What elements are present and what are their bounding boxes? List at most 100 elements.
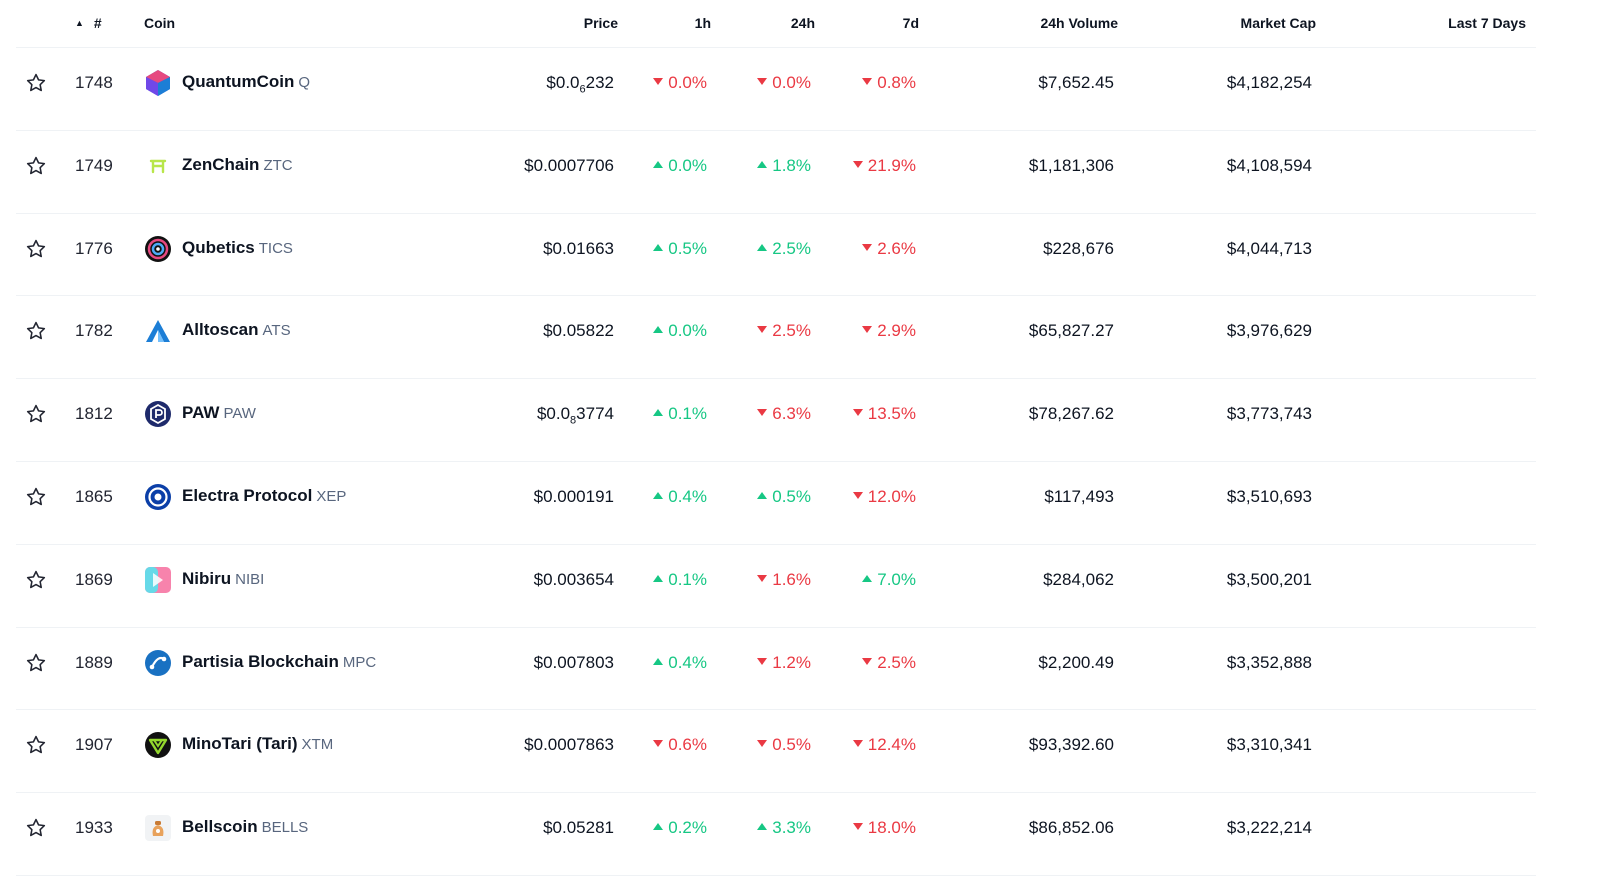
coin-symbol: MPC <box>342 653 377 671</box>
caret-down-icon <box>852 409 863 417</box>
market-cap: $3,510,693 <box>1226 486 1312 506</box>
volume-header[interactable]: 24h Volume <box>1040 15 1118 31</box>
table-row[interactable]: 1889 Partisia Blockchain MPC $0.007803 0.4% 1… <box>16 628 1536 711</box>
price: $0.007803 <box>533 652 614 672</box>
caret-down-icon <box>757 657 768 665</box>
coin-header[interactable]: Coin <box>144 15 176 31</box>
volume-24h: $284,062 <box>1043 569 1114 589</box>
rank: 1748 <box>75 73 113 92</box>
price-tail: 3774 <box>576 404 614 424</box>
change-7d: 12.4% <box>852 735 916 755</box>
coin-name-link[interactable]: Qubetics TICS <box>182 238 293 258</box>
caret-down-icon <box>862 78 873 86</box>
rank: 1865 <box>75 486 113 506</box>
sparkline-7d <box>1360 383 1526 445</box>
coin-name-link[interactable]: MinoTari (Tari) XTM <box>182 734 333 754</box>
coin-name-link[interactable]: ZenChain ZTC <box>182 155 293 175</box>
change-24h: 1.8% <box>757 156 811 176</box>
change-24h-value: 0.0% <box>772 73 811 92</box>
table-row[interactable]: 1865 Electra Protocol XEP $0.000191 0.4% 0.5%… <box>16 462 1536 545</box>
24h-header[interactable]: 24h <box>790 15 815 31</box>
market-cap: $4,182,254 <box>1226 73 1312 92</box>
coin-name: MinoTari (Tari) <box>182 734 298 754</box>
sparkline-7d <box>1360 549 1526 611</box>
change-1h: 0.1% <box>653 570 707 590</box>
watchlist-star-icon[interactable] <box>25 652 47 674</box>
change-24h: 0.5% <box>757 735 811 755</box>
change-24h-value: 3.3% <box>772 818 811 838</box>
market-cap-header[interactable]: Market Cap <box>1240 15 1316 31</box>
change-24h: 3.3% <box>757 818 811 838</box>
change-7d-value: 12.4% <box>867 735 916 755</box>
watchlist-star-icon[interactable] <box>25 486 47 508</box>
caret-down-icon <box>852 740 863 748</box>
watchlist-star-icon[interactable] <box>25 817 47 839</box>
market-cap: $3,222,214 <box>1226 818 1312 838</box>
table-row[interactable]: 1782 Alltoscan ATS $0.05822 0.0% 2.5% 2.9% $65,… <box>16 296 1536 380</box>
coin-name-link[interactable]: Bellscoin BELLS <box>182 817 308 837</box>
coin-symbol: NIBI <box>235 570 265 588</box>
change-7d-value: 0.8% <box>877 73 916 92</box>
price: $0.05281 <box>543 818 614 838</box>
watchlist-star-icon[interactable] <box>25 569 47 591</box>
watchlist-star-icon[interactable] <box>25 72 47 94</box>
change-1h-value: 0.4% <box>668 652 707 672</box>
coin-name: PAW <box>182 403 220 423</box>
coin-name-link[interactable]: Electra Protocol XEP <box>182 486 346 506</box>
7d-header[interactable]: 7d <box>902 15 919 31</box>
caret-up-icon <box>653 492 664 499</box>
change-7d: 12.0% <box>852 487 916 507</box>
table-row[interactable]: 1907 MinoTari (Tari) XTM $0.0007863 0.6% 0.5%… <box>16 710 1536 794</box>
price: $0.083774 <box>537 404 614 426</box>
caret-down-icon <box>757 574 768 582</box>
rank: 1776 <box>75 238 113 258</box>
coin-name-link[interactable]: Partisia Blockchain MPC <box>182 652 376 672</box>
electra-protocol-icon <box>144 483 172 511</box>
sparkline-7d <box>1360 714 1526 776</box>
caret-up-icon <box>757 160 768 168</box>
table-row[interactable]: 1748 QuantumCoin Q $0.06232 0.0% 0.0% 0.8% $7,6… <box>16 48 1536 131</box>
change-7d-value: 18.0% <box>867 818 916 838</box>
rank: 1889 <box>75 652 113 672</box>
table-row[interactable]: 1776 Qubetics TICS $0.01663 0.5% 2.5% 2.6% $228… <box>16 214 1536 297</box>
change-7d-value: 21.9% <box>867 155 916 175</box>
coin-name: Qubetics <box>182 237 255 257</box>
change-24h-value: 6.3% <box>772 404 811 424</box>
coin-name-link[interactable]: Nibiru NIBI <box>182 569 264 589</box>
change-24h-value: 1.6% <box>772 569 811 589</box>
table-row[interactable]: 1869 Nibiru NIBI $0.003654 0.1% 1.6% 7.0% $284,… <box>16 545 1536 628</box>
watchlist-star-icon[interactable] <box>25 734 47 756</box>
coin-name-link[interactable]: Alltoscan ATS <box>182 320 291 340</box>
price-header[interactable]: Price <box>583 15 618 31</box>
sparkline-7d <box>1360 797 1526 859</box>
coin-name-link[interactable]: PAW PAW <box>182 403 256 423</box>
change-1h: 0.4% <box>653 487 707 507</box>
market-cap: $3,500,201 <box>1226 569 1312 589</box>
price: $0.0007706 <box>524 155 614 175</box>
sparkline-7d <box>1360 632 1526 694</box>
caret-down-icon <box>757 78 768 86</box>
coin-name-link[interactable]: QuantumCoin Q <box>182 72 310 92</box>
table-row[interactable]: 1933 Bellscoin BELLS $0.05281 0.2% 3.3% 18.0% $… <box>16 793 1536 876</box>
rank-header[interactable]: ▲ # <box>75 15 102 31</box>
change-1h-value: 0.4% <box>668 486 707 506</box>
market-cap: $3,310,341 <box>1226 735 1312 755</box>
watchlist-star-icon[interactable] <box>25 155 47 177</box>
change-24h-value: 0.5% <box>772 735 811 755</box>
change-7d: 13.5% <box>852 404 916 424</box>
watchlist-star-icon[interactable] <box>25 320 47 342</box>
last-7-days-header: Last 7 Days <box>1448 15 1526 31</box>
sparkline-7d <box>1360 300 1526 362</box>
1h-header[interactable]: 1h <box>694 15 711 31</box>
change-24h-value: 2.5% <box>772 238 811 258</box>
market-cap: $3,773,743 <box>1226 404 1312 424</box>
watchlist-star-icon[interactable] <box>25 403 47 425</box>
watchlist-star-icon[interactable] <box>25 238 47 260</box>
price: $0.05822 <box>543 321 614 341</box>
price-tail: 232 <box>585 73 614 92</box>
table-row[interactable]: 1749 ZenChain ZTC $0.0007706 0.0% 1.8% 21.9% $1… <box>16 131 1536 214</box>
rank: 1907 <box>75 735 113 755</box>
change-1h-value: 0.0% <box>668 155 707 175</box>
coin-name: Electra Protocol <box>182 485 313 505</box>
table-row[interactable]: 1812 PAW PAW $0.083774 0.1% 6.3% 13.5% $78,267.… <box>16 379 1536 462</box>
